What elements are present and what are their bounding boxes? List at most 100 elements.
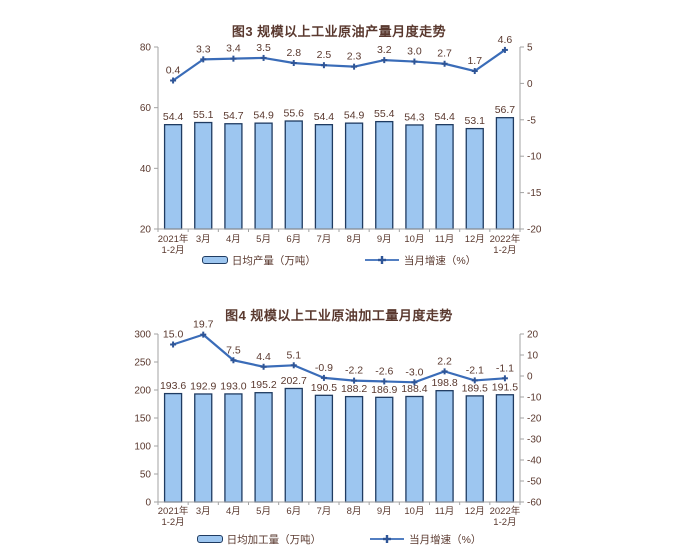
bar-value-label: 55.4 xyxy=(374,108,395,120)
right-tick-label: -15 xyxy=(527,188,542,199)
line-value-label: 4.4 xyxy=(256,351,271,363)
trend-line xyxy=(172,49,506,82)
bar xyxy=(194,121,213,230)
bar-value-label: 55.6 xyxy=(284,108,305,120)
bar xyxy=(495,394,515,503)
figure4-plot-area: 30025020015010050020100-10-20-30-40-50-6… xyxy=(134,319,542,528)
left-tick-label: 300 xyxy=(134,330,151,341)
bar xyxy=(405,395,424,503)
left-tick-label: 200 xyxy=(134,386,151,397)
bar xyxy=(405,124,424,230)
bar xyxy=(435,124,454,230)
bar-value-label: 54.7 xyxy=(223,110,244,122)
line-value-label: 0.4 xyxy=(166,64,181,76)
line-value-label: 3.5 xyxy=(256,42,271,54)
right-tick-label: 20 xyxy=(527,330,539,341)
bar xyxy=(254,122,273,230)
bar-value-label: 202.7 xyxy=(281,375,307,387)
bar-series-swatch-icon xyxy=(201,256,228,264)
left-tick-label: 40 xyxy=(140,164,152,175)
legend-item-daily-output: 日均产量（万吨） xyxy=(201,253,316,268)
x-category-label: 1-2月 xyxy=(161,245,184,256)
x-category-label: 2022年 xyxy=(490,233,521,245)
right-tick-label: -50 xyxy=(527,477,542,488)
right-tick-label: -20 xyxy=(527,414,542,425)
bar xyxy=(163,392,183,503)
right-tick-label: -60 xyxy=(527,498,542,509)
bar xyxy=(314,124,334,230)
bar-series-swatch-icon xyxy=(196,535,223,543)
bar-value-label: 55.1 xyxy=(193,109,214,121)
right-tick-label: 10 xyxy=(527,351,539,362)
right-tick-label: -10 xyxy=(527,393,542,404)
line-value-label: 3.3 xyxy=(196,43,211,55)
bar-value-label: 54.9 xyxy=(253,110,274,122)
x-category-label: 1-2月 xyxy=(493,517,516,528)
line-series-swatch-icon xyxy=(364,256,399,264)
right-tick-label: 5 xyxy=(527,43,533,54)
line-value-label: 15.0 xyxy=(163,329,184,341)
bar-series-label: 日均产量（万吨） xyxy=(231,254,316,267)
x-category-label: 9月 xyxy=(377,234,392,245)
right-tick-label: -10 xyxy=(527,152,542,163)
trend-line xyxy=(172,333,505,384)
left-tick-label: 0 xyxy=(145,498,151,509)
bar-value-label: 186.9 xyxy=(371,384,397,396)
bar-series-label: 日均加工量（万吨） xyxy=(226,533,322,546)
x-category-label: 8月 xyxy=(347,234,362,245)
line-value-label: 5.1 xyxy=(286,349,301,361)
figure3-legend: 日均产量（万吨） 当月增速（%） xyxy=(0,252,678,268)
x-category-label: 6月 xyxy=(286,234,301,245)
bar xyxy=(224,393,243,503)
bar xyxy=(375,120,394,230)
bar-value-label: 54.4 xyxy=(314,111,335,123)
left-tick-label: 20 xyxy=(140,225,152,236)
bar xyxy=(284,120,303,230)
right-tick-label: 0 xyxy=(527,79,533,90)
line-value-label: 3.0 xyxy=(407,46,422,58)
bar xyxy=(254,392,273,503)
bar-value-label: 191.5 xyxy=(492,381,518,393)
bar xyxy=(284,387,303,503)
bar-value-label: 193.6 xyxy=(160,380,186,392)
left-tick-label: 250 xyxy=(134,358,151,369)
line-value-label: -0.9 xyxy=(315,362,333,374)
line-value-label: 2.2 xyxy=(437,355,452,367)
line-value-label: -2.1 xyxy=(466,364,484,376)
bar xyxy=(465,127,484,230)
bar-value-label: 192.9 xyxy=(190,380,216,392)
line-value-label: 1.7 xyxy=(467,55,482,67)
x-category-label: 5月 xyxy=(256,234,271,245)
right-tick-label: -40 xyxy=(527,456,542,467)
bar-value-label: 53.1 xyxy=(465,115,486,127)
right-tick-label: -5 xyxy=(527,115,536,126)
x-category-label: 9月 xyxy=(377,506,392,517)
bar-value-label: 54.4 xyxy=(434,111,455,123)
bar xyxy=(375,396,394,503)
line-value-label: 19.7 xyxy=(193,319,214,331)
line-series-swatch-icon xyxy=(370,535,405,543)
bar-value-label: 54.9 xyxy=(344,110,365,122)
line-value-label: -1.1 xyxy=(496,362,514,374)
line-value-label: -2.2 xyxy=(345,365,363,377)
bar xyxy=(163,124,183,230)
bar xyxy=(344,395,364,503)
x-category-label: 7月 xyxy=(317,506,332,517)
x-category-label: 1-2月 xyxy=(493,245,516,256)
x-category-label: 4月 xyxy=(226,506,241,517)
bar-value-label: 54.4 xyxy=(163,111,184,123)
x-category-label: 2022年 xyxy=(490,505,521,517)
figure3-title: 图3 规模以上工业原油产量月度走势 xyxy=(231,24,447,39)
bar xyxy=(344,122,364,230)
bar-value-label: 56.7 xyxy=(495,104,516,116)
bar xyxy=(314,394,334,503)
figure3-plot-area: 80 60 40 20 5 0 -5 -10 -15 -20 54.4 55.1 54.7 54.9 55.… xyxy=(140,34,542,256)
x-category-label: 6月 xyxy=(286,506,301,517)
line-value-label: 7.5 xyxy=(226,344,241,356)
legend-item-monthly-growth: 当月增速（%） xyxy=(369,532,481,547)
bar-value-label: 193.0 xyxy=(220,380,246,392)
line-series-label: 当月增速（%） xyxy=(403,254,477,267)
right-tick-label: -30 xyxy=(527,435,542,446)
legend-item-monthly-growth: 当月增速（%） xyxy=(364,253,476,268)
